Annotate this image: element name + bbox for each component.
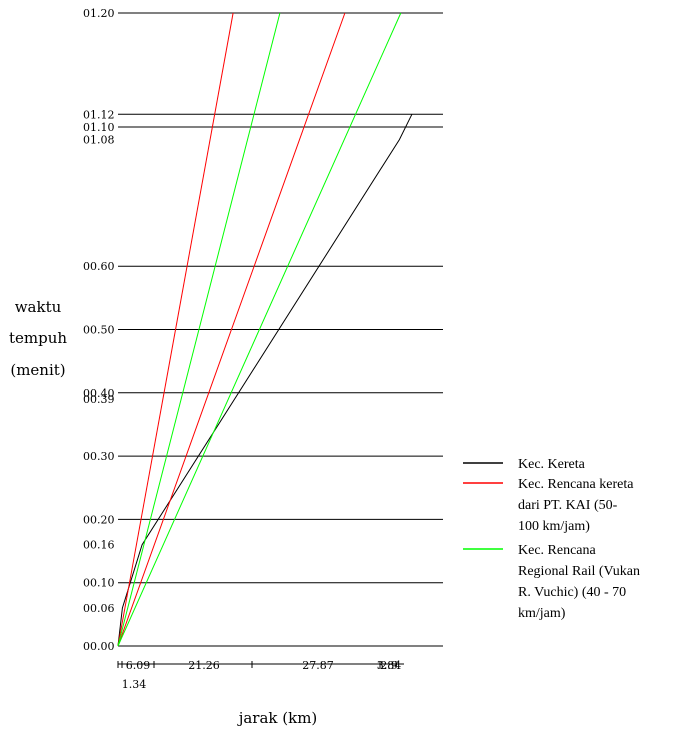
x-tick-label: 27.87 [302,659,334,672]
y-axis-title-line-2: tempuh [9,329,67,347]
series-lines [117,12,413,647]
y-tick-label: 00.00 [83,640,115,653]
legend-label: km/jam) [518,606,566,621]
y-tick-label: 01.20 [83,7,115,20]
x-axis: 6.09 21.26 27.87 3.842.9 1.34 [117,659,404,691]
y-tick-label: 00.50 [83,324,115,337]
x-tick-label: 1.34 [122,678,147,691]
y-axis-title: waktu tempuh (menit) [9,298,67,379]
gridlines [118,12,443,647]
y-tick-label: 00.40 [83,387,115,400]
x-tick-label: 6.09 [126,659,151,672]
legend-label: dari PT. KAI (50- [518,498,618,513]
x-tick-label: 21.26 [188,659,220,672]
legend-label: Kec. Rencana [518,543,597,558]
legend-label: Kec. Kereta [518,457,586,472]
x-tick-label: 3.84 [377,659,402,672]
legend-label: Regional Rail (Vukan [518,564,640,579]
y-tick-label: 01.08 [83,134,115,147]
y-tick-label: 01.10 [83,121,115,134]
legend-label: R. Vuchic) (40 - 70 [518,585,626,600]
series-line-3 [117,12,346,647]
y-axis-title-line-3: (menit) [10,361,65,379]
series-line-5 [117,12,402,647]
y-tick-label: 00.06 [83,602,115,615]
series-line-2 [117,12,234,647]
y-tick-label: 00.20 [83,513,115,526]
series-line-1 [117,114,413,647]
y-tick-label: 00.39 [83,393,115,406]
y-tick-label: 00.60 [83,260,115,273]
y-tick-label: 00.10 [83,577,115,590]
y-tick-label: 00.16 [83,539,115,552]
series-line-4 [117,12,281,647]
x-tick-label: 2.9 [380,659,398,672]
legend-label: Kec. Rencana kereta [518,477,634,492]
y-tick-label: 01.12 [83,108,115,121]
legend: Kec. Kereta Kec. Rencana kereta dari PT. K… [463,457,640,621]
x-axis-title: jarak (km) [237,709,318,727]
y-tick-label: 00.30 [83,450,115,463]
y-axis-title-line-1: waktu [15,298,62,316]
legend-label: 100 km/jam) [518,519,590,534]
y-tick-labels: 00.00 00.06 00.10 00.16 00.20 00.30 00.3900.40… [83,7,115,653]
